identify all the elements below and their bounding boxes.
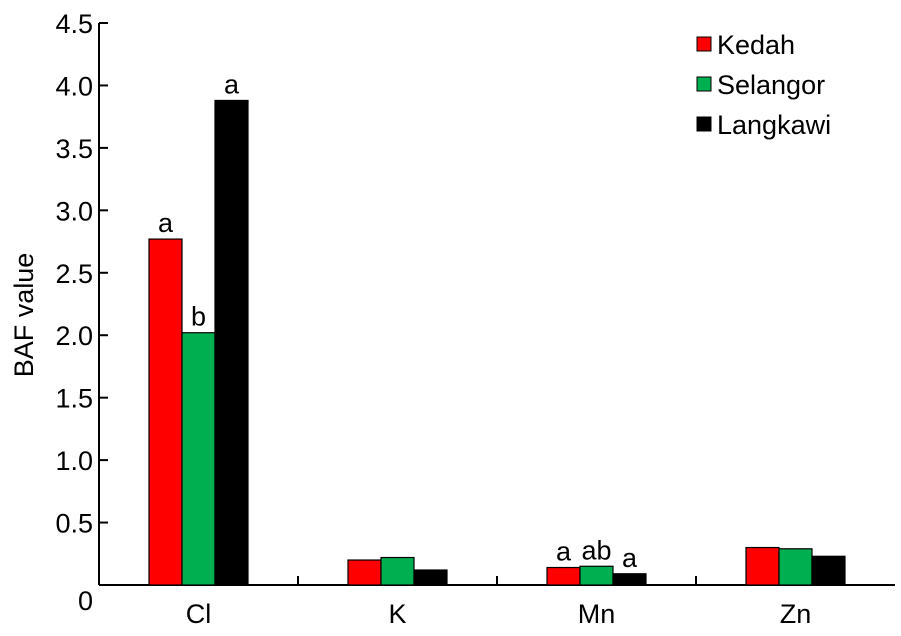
y-tick-label: 3.5 [55,134,93,164]
y-tick-label: 4.5 [55,9,93,39]
bar-mn-selangor [579,565,614,586]
legend-label-selangor: Selangor [717,70,825,100]
y-tick-label: 2.0 [55,321,93,351]
bar-annotation: a [224,69,240,99]
legend-label-kedah: Kedah [717,30,795,60]
bar-k-langkawi [413,569,448,586]
y-tick-label: 1.0 [55,446,93,476]
legend-swatch-selangor [696,76,712,92]
bar-k-kedah [347,559,382,586]
bar-annotation: a [622,543,638,573]
y-tick-label: 0.5 [55,509,93,539]
axes: 0 0.5 1.0 1.5 2.0 2.5 3.0 3.5 4.0 4.5 Cl K Mn Zn [55,9,895,629]
x-tick-label: Mn [578,599,616,629]
x-tick-label: Zn [780,599,812,629]
x-tick-label: K [388,599,406,629]
bar-annotation: a [158,208,174,238]
legend-label-langkawi: Langkawi [717,110,831,140]
y-tick-label: 1.5 [55,384,93,414]
legend-swatch-langkawi [696,116,712,132]
y-axis-title: BAF value [9,253,39,378]
bar-mn-kedah [546,566,581,586]
legend-swatch-kedah [696,36,712,52]
y-tick-label: 4.0 [55,71,93,101]
bar-cl-selangor [181,332,216,586]
legend: Kedah Selangor Langkawi [696,30,831,140]
bar-k-selangor [380,556,415,586]
bar-zn-langkawi [811,555,846,586]
x-tick-label: Cl [186,599,212,629]
bar-annotation: b [191,302,206,332]
bar-zn-kedah [745,546,780,586]
y-tick-label: 3.0 [55,196,93,226]
bars [148,99,846,586]
y-tick-label: 2.5 [55,259,93,289]
bar-zn-selangor [778,548,813,586]
bar-cl-langkawi [214,99,249,586]
y-tick-label: 0 [78,586,93,616]
bar-cl-kedah [148,238,183,586]
bar-annotation: ab [581,535,611,565]
bar-annotation: a [556,537,572,567]
bar-mn-langkawi [612,573,647,586]
